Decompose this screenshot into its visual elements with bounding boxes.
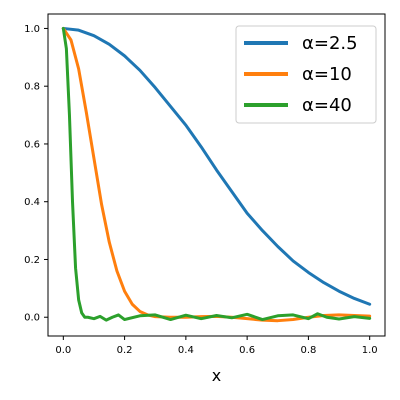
series-line-3 — [61, 26, 372, 322]
legend-entry-label: α=2.5 — [302, 33, 358, 54]
x-tick-label: 0.6 — [239, 345, 255, 356]
y-tick-label: 1.0 — [24, 24, 40, 35]
legend-entry-label: α=10 — [302, 64, 352, 85]
x-axis-ticks: 0.0 0.2 0.4 0.6 0.8 1.0 — [55, 336, 378, 356]
x-tick-label: 1.0 — [362, 345, 378, 356]
y-axis-ticks: 0.0 0.2 0.4 0.6 0.8 1.0 — [24, 24, 48, 324]
legend-entry-label: α=40 — [302, 95, 352, 116]
y-tick-label: 0.8 — [24, 82, 40, 93]
x-tick-label: 0.4 — [178, 345, 194, 356]
y-tick-label: 0.4 — [24, 197, 40, 208]
x-tick-label: 0.0 — [55, 345, 71, 356]
legend-box — [235, 25, 377, 124]
series-line-1 — [61, 26, 372, 306]
y-tick-label: 0.0 — [24, 313, 40, 324]
x-tick-label: 0.2 — [117, 345, 133, 356]
y-tick-label: 0.6 — [24, 139, 40, 150]
x-axis-label: x — [212, 366, 221, 385]
y-tick-label: 0.2 — [24, 255, 40, 266]
legend: α=2.5 α=10 α=40 — [235, 25, 377, 124]
plot-frame — [47, 13, 386, 337]
plot-lines — [61, 26, 372, 323]
x-tick-label: 0.8 — [300, 345, 316, 356]
